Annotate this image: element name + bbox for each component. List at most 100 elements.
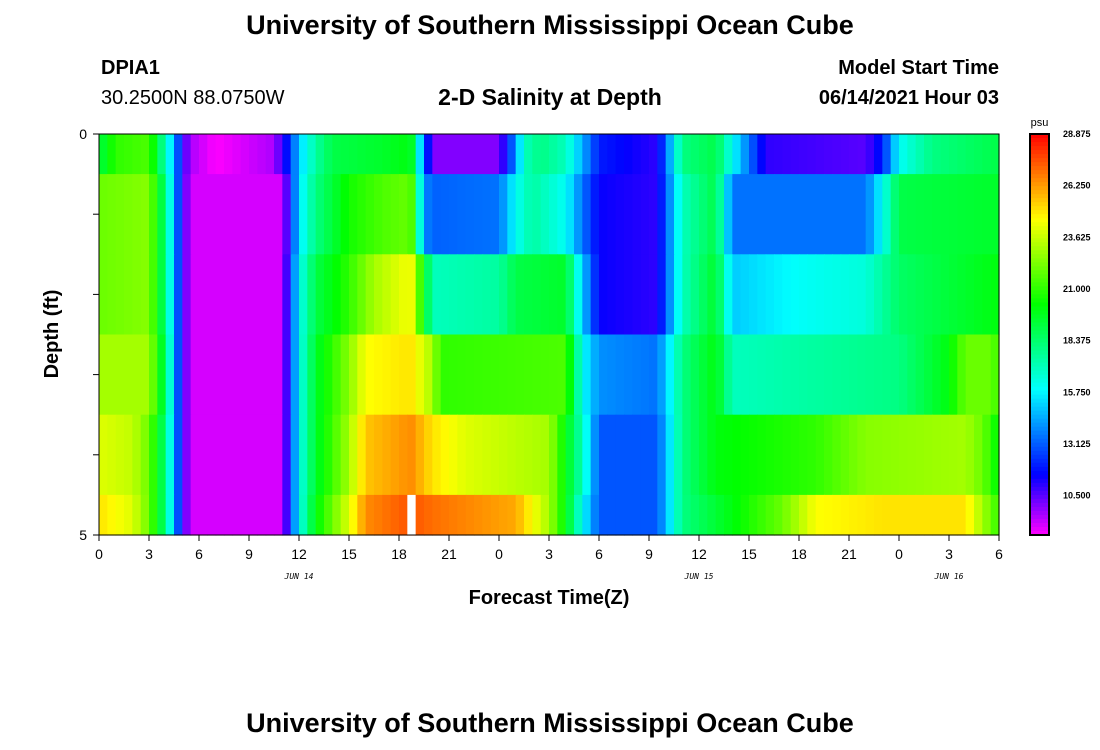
colorbar-segment <box>1030 250 1049 255</box>
heatmap-cell <box>782 494 792 536</box>
heatmap-cell <box>115 334 125 416</box>
heatmap-cell <box>257 334 267 416</box>
missing-data-cell <box>407 494 416 535</box>
heatmap-cell <box>674 334 683 416</box>
heatmap-cell <box>832 254 842 336</box>
heatmap-cell <box>682 254 692 336</box>
heatmap-cell <box>415 494 425 536</box>
heatmap-cell <box>482 174 492 255</box>
heatmap-cell <box>590 414 600 496</box>
colorbar-segment <box>1030 246 1049 251</box>
heatmap-cell <box>682 414 692 496</box>
page-title: University of Southern Mississippi Ocean… <box>246 10 854 40</box>
heatmap-cell <box>199 134 208 175</box>
heatmap-cell <box>549 174 558 255</box>
heatmap-cell <box>365 254 375 336</box>
heatmap-cell <box>174 414 183 496</box>
heatmap-cell <box>265 134 275 175</box>
heatmap-cell <box>507 334 517 416</box>
heatmap-cell <box>115 414 125 496</box>
heatmap-cell <box>440 414 450 496</box>
heatmap-cell <box>290 254 300 336</box>
heatmap-cell <box>615 414 625 496</box>
heatmap-cell <box>790 494 800 536</box>
heatmap-cell <box>407 254 417 336</box>
heatmap-cell <box>665 414 675 496</box>
heatmap-cell <box>849 334 858 416</box>
heatmap-cell <box>907 494 917 536</box>
heatmap-cell <box>307 334 317 416</box>
colorbar-segment <box>1030 290 1049 295</box>
heatmap-cell <box>549 414 558 496</box>
heatmap-cell <box>507 174 517 255</box>
heatmap-cell <box>840 414 850 496</box>
colorbar-segment <box>1030 234 1049 239</box>
colorbar-segment <box>1030 498 1049 504</box>
heatmap-cell <box>507 494 517 536</box>
colorbar-segment <box>1030 350 1049 356</box>
heatmap-cell <box>115 254 125 336</box>
heatmap-cell <box>215 334 225 416</box>
heatmap-cell <box>724 414 733 496</box>
heatmap-cell <box>799 134 808 175</box>
heatmap-cell <box>990 494 1000 536</box>
heatmap-cell <box>607 334 617 416</box>
heatmap-cell <box>124 174 133 255</box>
heatmap-cell <box>724 494 733 536</box>
heatmap-cell <box>799 254 808 336</box>
heatmap-cell <box>215 254 225 336</box>
heatmap-cell <box>890 414 900 496</box>
colorbar-segment <box>1030 486 1049 492</box>
heatmap-cell <box>615 134 625 175</box>
heatmap-cell <box>749 254 758 336</box>
heatmap-cell <box>899 414 908 496</box>
heatmap-cell <box>115 494 125 536</box>
heatmap-cell <box>732 134 742 175</box>
heatmap-cell <box>965 134 975 175</box>
y-axis-ticks: 05 <box>79 126 99 543</box>
heatmap-cell <box>374 494 383 536</box>
heatmap-cell <box>565 334 575 416</box>
heatmap-cell <box>465 254 475 336</box>
heatmap-cell <box>815 414 825 496</box>
heatmap-cell <box>590 254 600 336</box>
heatmap-cell <box>374 254 383 336</box>
heatmap-cell <box>282 494 292 536</box>
heatmap-cell <box>932 254 942 336</box>
colorbar-segment <box>1030 514 1049 520</box>
heatmap-cell <box>149 414 158 496</box>
heatmap-cell <box>665 254 675 336</box>
heatmap-cell <box>732 174 742 255</box>
heatmap-cell <box>124 414 133 496</box>
heatmap-cell <box>574 414 583 496</box>
heatmap-cell <box>740 174 750 255</box>
heatmap-cell <box>307 494 317 536</box>
heatmap-cell <box>590 134 600 175</box>
heatmap-cell <box>365 134 375 175</box>
heatmap-cell <box>515 134 525 175</box>
colorbar-segment <box>1030 162 1049 167</box>
heatmap-cell <box>665 174 675 255</box>
colorbar-segment <box>1030 298 1049 304</box>
heatmap-cell <box>590 174 600 255</box>
heatmap-cell <box>632 334 642 416</box>
heatmap-cell <box>582 254 592 336</box>
heatmap-cell <box>140 254 150 336</box>
heatmap-cell <box>815 174 825 255</box>
heatmap-cell <box>232 334 242 416</box>
heatmap-cell <box>274 174 283 255</box>
heatmap-cell <box>990 134 1000 175</box>
heatmap-cell <box>507 414 517 496</box>
colorbar-segment <box>1030 182 1049 187</box>
colorbar-segment <box>1030 470 1049 476</box>
heatmap-cell <box>957 134 967 175</box>
x-tick-label: 3 <box>145 546 153 562</box>
heatmap-cell <box>890 334 900 416</box>
heatmap-cell <box>849 414 858 496</box>
colorbar-segment <box>1030 482 1049 488</box>
heatmap-cell <box>407 414 417 496</box>
heatmap-cell <box>224 334 233 416</box>
heatmap-cell <box>640 494 650 536</box>
heatmap-cell <box>182 134 192 175</box>
heatmap-cell <box>349 414 358 496</box>
